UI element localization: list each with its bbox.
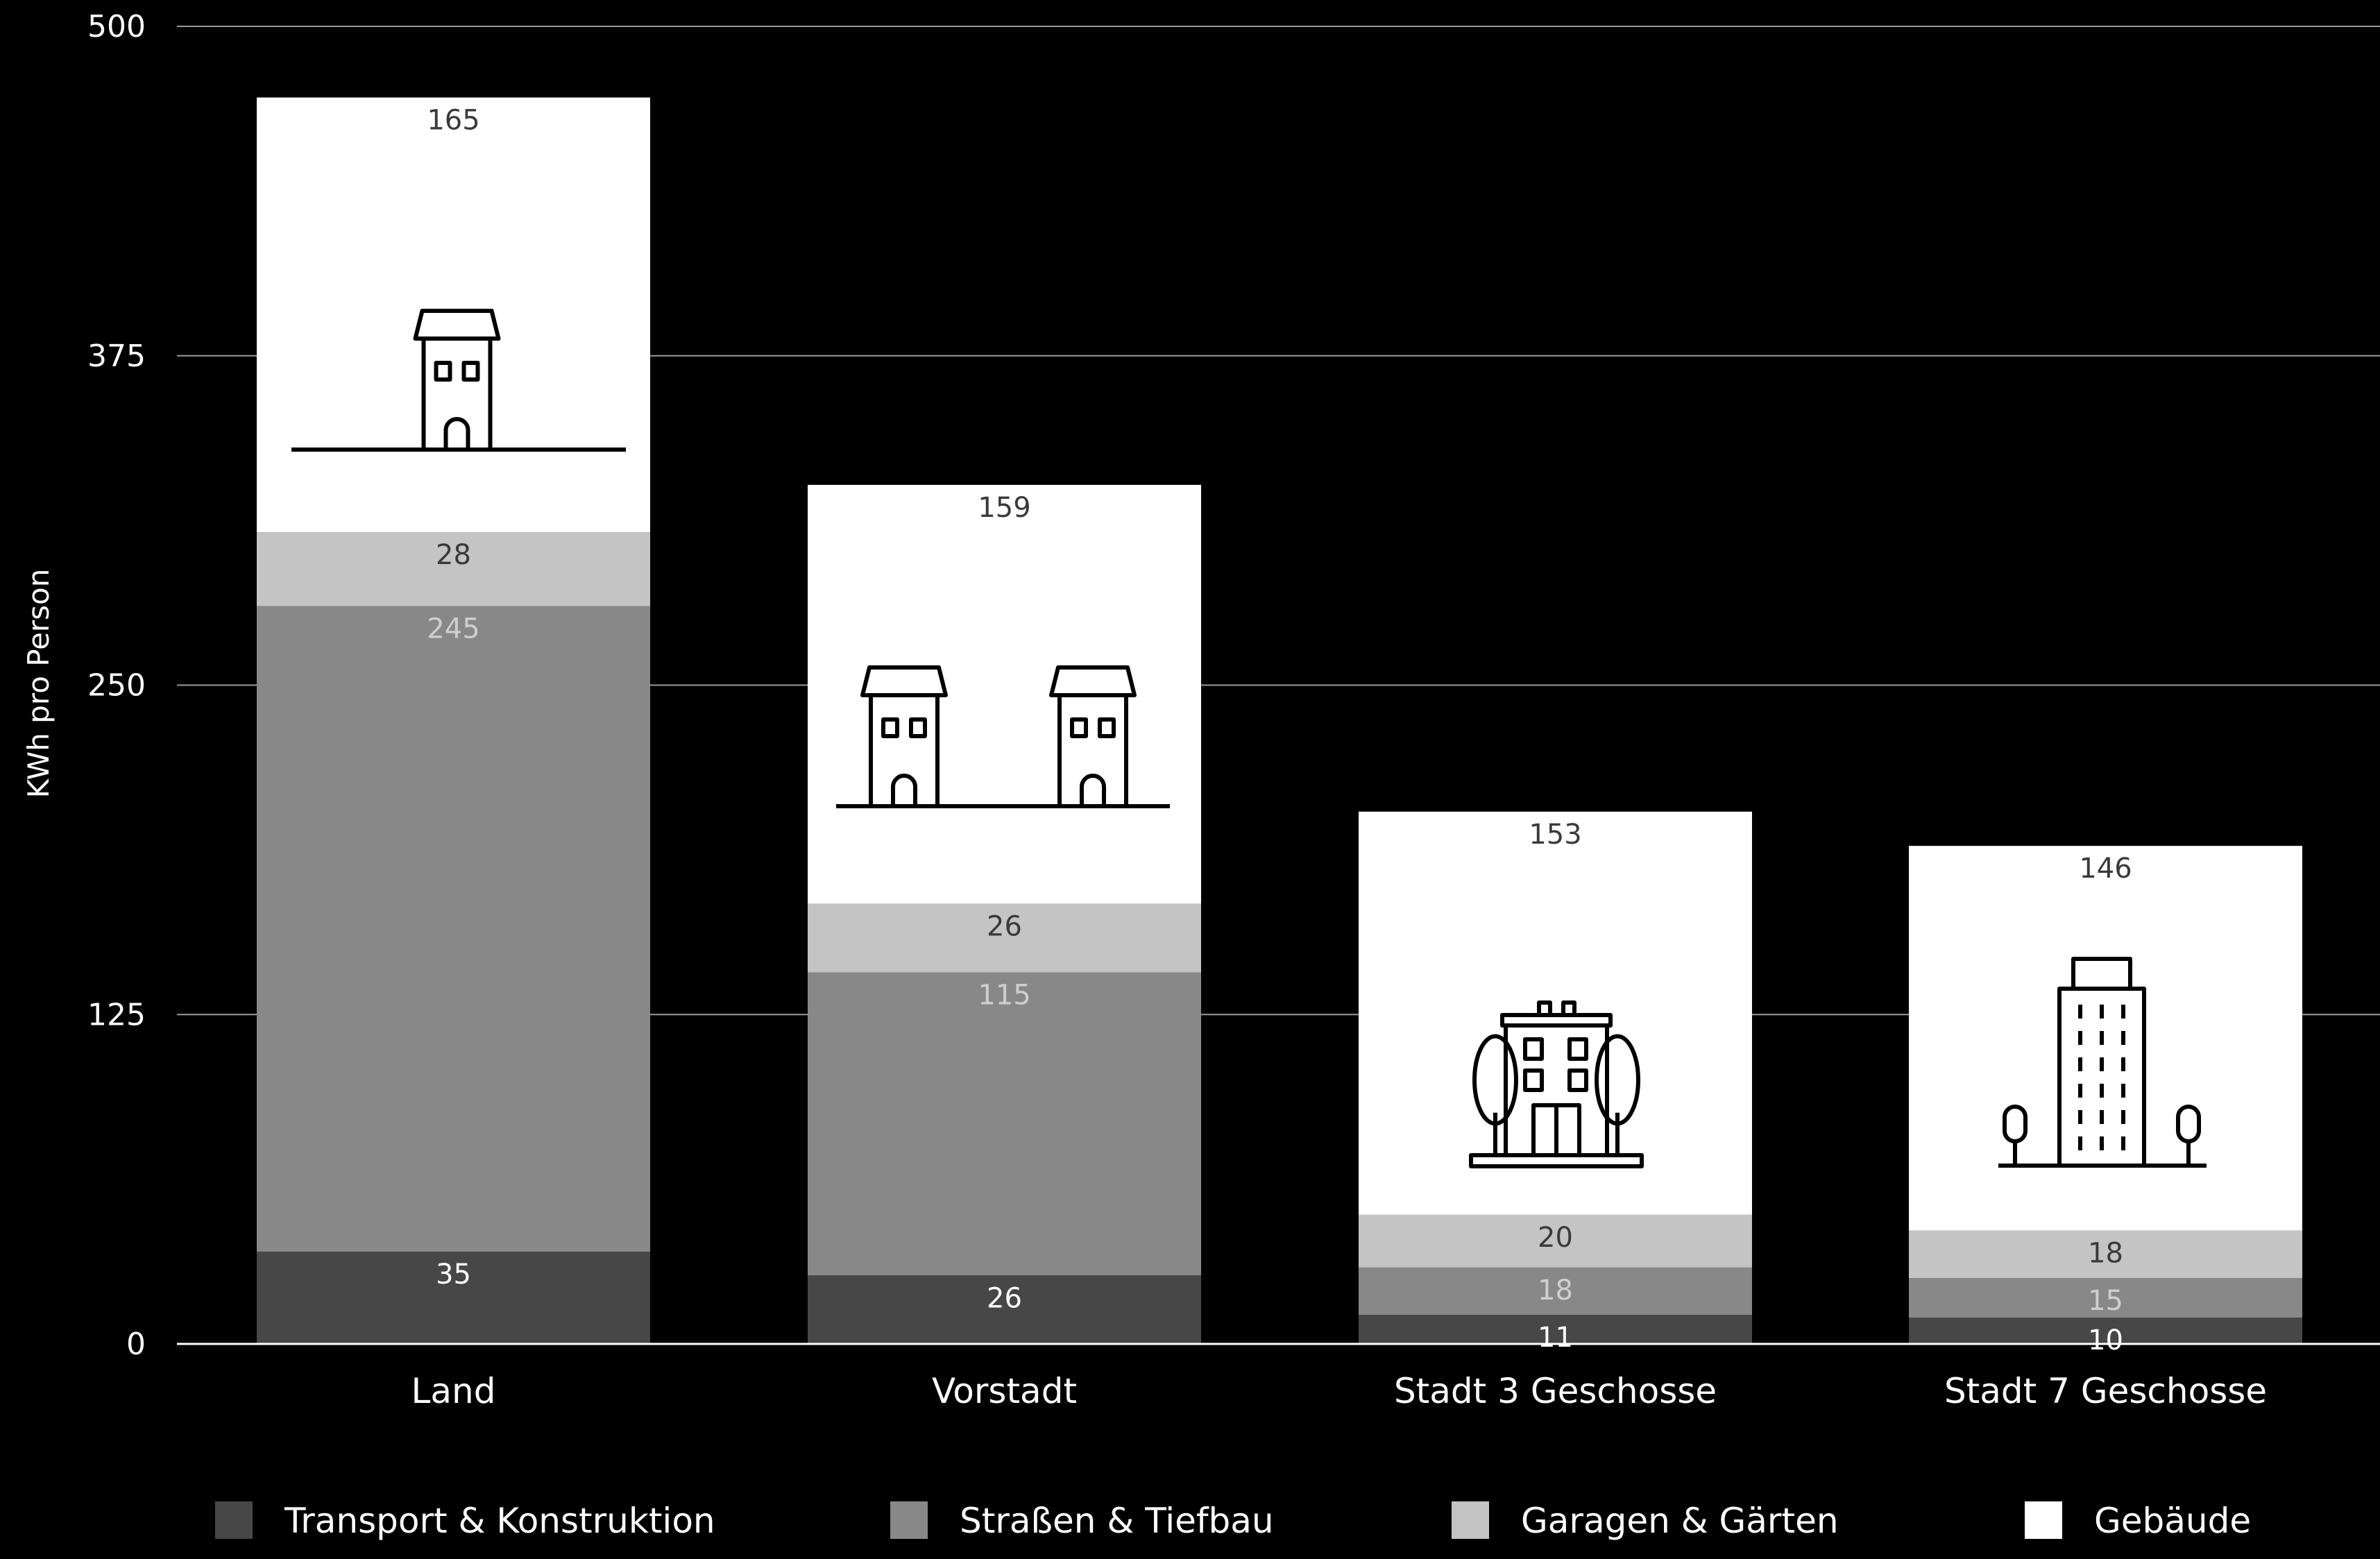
- bar-segment: [808, 972, 1201, 1276]
- bar-segment: [1909, 1230, 2302, 1279]
- x-tick-label: Vorstadt: [932, 1371, 1077, 1411]
- bar-segment: [1909, 846, 2302, 1231]
- bar-segment: [1359, 1315, 1752, 1344]
- single-house-icon: [291, 309, 626, 452]
- legend-swatch: [890, 1501, 928, 1539]
- legend-label: Gebäude: [2094, 1501, 2251, 1541]
- legend-label: Garagen & Gärten: [1521, 1501, 1839, 1541]
- tower-with-trees-icon: [1998, 957, 2207, 1168]
- x-tick-label: Stadt 7 Geschosse: [1944, 1371, 2267, 1411]
- y-axis-ticks: 0 125 250 375 500: [87, 9, 146, 1362]
- legend-item: Transport & Konstruktion: [215, 1501, 715, 1541]
- bar-segment: [1909, 1318, 2302, 1344]
- data-label: 115: [978, 979, 1030, 1011]
- category-icons: [291, 309, 2207, 1168]
- bar-segment: [257, 532, 650, 606]
- legend-item: Garagen & Gärten: [1452, 1501, 1839, 1541]
- data-label: 20: [1538, 1222, 1573, 1254]
- bar-segment: [257, 1252, 650, 1344]
- x-tick-label: Stadt 3 Geschosse: [1394, 1371, 1717, 1411]
- data-label: 18: [2088, 1238, 2123, 1270]
- data-label: 153: [1529, 819, 1581, 851]
- data-label: 245: [427, 613, 479, 645]
- y-tick-label: 250: [87, 668, 146, 704]
- y-tick-label: 125: [87, 997, 146, 1032]
- y-axis-label: KWh pro Person: [22, 569, 56, 799]
- data-label: 26: [987, 1282, 1022, 1314]
- legend-swatch: [1452, 1501, 1489, 1539]
- data-label: 15: [2088, 1285, 2123, 1317]
- bar-stack: 11 18 20 153: [1359, 811, 1752, 1354]
- y-tick-label: 500: [87, 9, 146, 44]
- data-label: 35: [436, 1259, 471, 1290]
- y-tick-label: 375: [87, 339, 146, 374]
- data-label: 26: [987, 911, 1022, 943]
- data-label: 18: [1538, 1275, 1573, 1306]
- bar-stack: 26 115 26 159: [808, 484, 1201, 1344]
- bar-stack: 35 245 28 165: [257, 97, 650, 1344]
- data-label: 165: [427, 105, 479, 137]
- bar-stack: 10 15 18 146: [1909, 846, 2302, 1356]
- legend-swatch: [215, 1501, 253, 1539]
- legend-item: Straßen & Tiefbau: [890, 1501, 1274, 1541]
- legend-label: Straßen & Tiefbau: [960, 1501, 1274, 1541]
- data-label: 11: [1538, 1322, 1573, 1354]
- bar-segment: [257, 97, 650, 533]
- bar-segment: [257, 606, 650, 1252]
- data-label: 146: [2079, 853, 2132, 885]
- bar-segment: [808, 903, 1201, 973]
- data-label: 10: [2088, 1324, 2123, 1356]
- two-houses-icon: [836, 665, 1170, 808]
- data-label: 159: [978, 492, 1030, 524]
- bar-segment: [1359, 1214, 1752, 1268]
- legend-label: Transport & Konstruktion: [284, 1501, 715, 1541]
- data-label: 28: [436, 539, 471, 571]
- x-axis-categories: Land Vorstadt Stadt 3 Geschosse Stadt 7 Ges…: [411, 1371, 2268, 1411]
- bars: 35 245 28 165 26 115 26 159 11 18 20 153 10 15 18 146: [257, 97, 2302, 1356]
- x-tick-label: Land: [411, 1371, 496, 1411]
- apartment-building-with-trees-icon: [1469, 1000, 1644, 1168]
- legend-swatch: [2025, 1501, 2062, 1539]
- legend: Transport & Konstruktion Straßen & Tiefba…: [215, 1501, 2251, 1541]
- y-tick-label: 0: [126, 1327, 146, 1362]
- bar-segment: [1909, 1278, 2302, 1318]
- bar-segment: [1359, 1267, 1752, 1315]
- legend-item: Gebäude: [2025, 1501, 2251, 1541]
- bar-segment: [808, 1275, 1201, 1344]
